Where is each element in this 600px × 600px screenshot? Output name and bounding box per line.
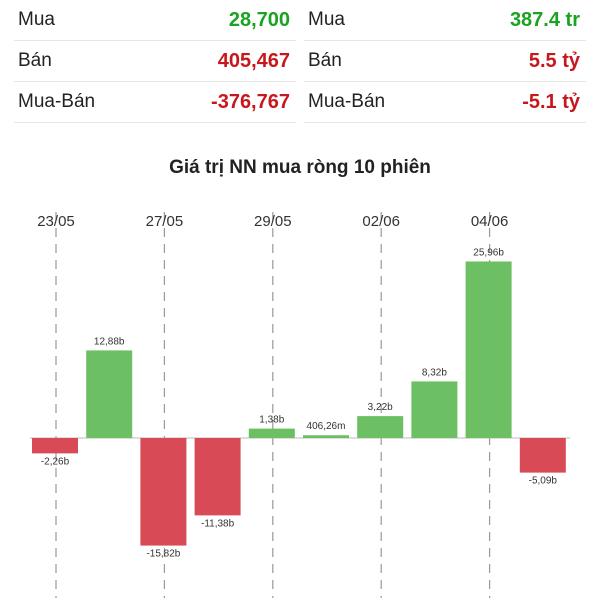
bar (86, 350, 133, 438)
data-label: 1,38b (259, 415, 284, 426)
data-label: 406,26m (307, 421, 346, 432)
bar (303, 435, 349, 438)
x-tick-label: 29/05 (254, 213, 292, 230)
x-tick-label: 23/05 (37, 213, 75, 230)
data-label: -11,38b (201, 518, 235, 529)
net-volume-label: Mua-Bán (18, 91, 96, 112)
data-label: 8,32b (422, 367, 447, 378)
net-value-value: -5.1 tỷ (522, 90, 580, 113)
sell-volume-value: 405,467 (217, 49, 290, 72)
buy-volume-value: 28,700 (228, 8, 290, 31)
data-label: 3,22b (368, 402, 393, 413)
data-label: -15,82b (146, 549, 180, 560)
data-label: 12,88b (94, 336, 125, 347)
bar (32, 438, 78, 454)
bar (140, 438, 187, 546)
data-label: -5,09b (529, 476, 558, 487)
bar (465, 261, 512, 438)
x-tick-label: 04/06 (471, 213, 509, 230)
buy-value-value: 387.4 tr (509, 8, 580, 31)
bar (357, 416, 404, 438)
sell-volume-row: Bán 405,467 (14, 41, 296, 82)
bar (519, 438, 566, 473)
summary-stats: Mua 28,700 Bán 405,467 Mua-Bán -376,767 … (0, 0, 600, 130)
bar (411, 381, 458, 438)
buy-value-label: Mua (308, 9, 345, 30)
data-label: 25,96b (473, 247, 504, 258)
bar (194, 438, 241, 516)
sell-volume-label: Bán (18, 50, 52, 71)
net-value-row: Mua-Bán -5.1 tỷ (304, 82, 586, 123)
value-column: Mua 387.4 tr Bán 5.5 tỷ Mua-Bán -5.1 tỷ (304, 0, 586, 123)
buy-volume-label: Mua (18, 9, 55, 30)
data-label: -2,26b (41, 456, 70, 467)
net-value-label: Mua-Bán (308, 91, 386, 112)
buy-value-row: Mua 387.4 tr (304, 0, 586, 41)
net-volume-value: -376,767 (211, 90, 290, 113)
x-tick-label: 02/06 (362, 213, 400, 230)
sell-value-row: Bán 5.5 tỷ (304, 41, 586, 82)
buy-volume-row: Mua 28,700 (14, 0, 296, 41)
chart-title: Giá trị NN mua ròng 10 phiên (169, 157, 431, 178)
x-tick-label: 27/05 (146, 213, 184, 230)
sell-value-label: Bán (308, 50, 342, 71)
net-volume-row: Mua-Bán -376,767 (14, 82, 296, 123)
sell-value-value: 5.5 tỷ (528, 49, 580, 72)
volume-column: Mua 28,700 Bán 405,467 Mua-Bán -376,767 (14, 0, 296, 123)
bar (248, 428, 295, 438)
